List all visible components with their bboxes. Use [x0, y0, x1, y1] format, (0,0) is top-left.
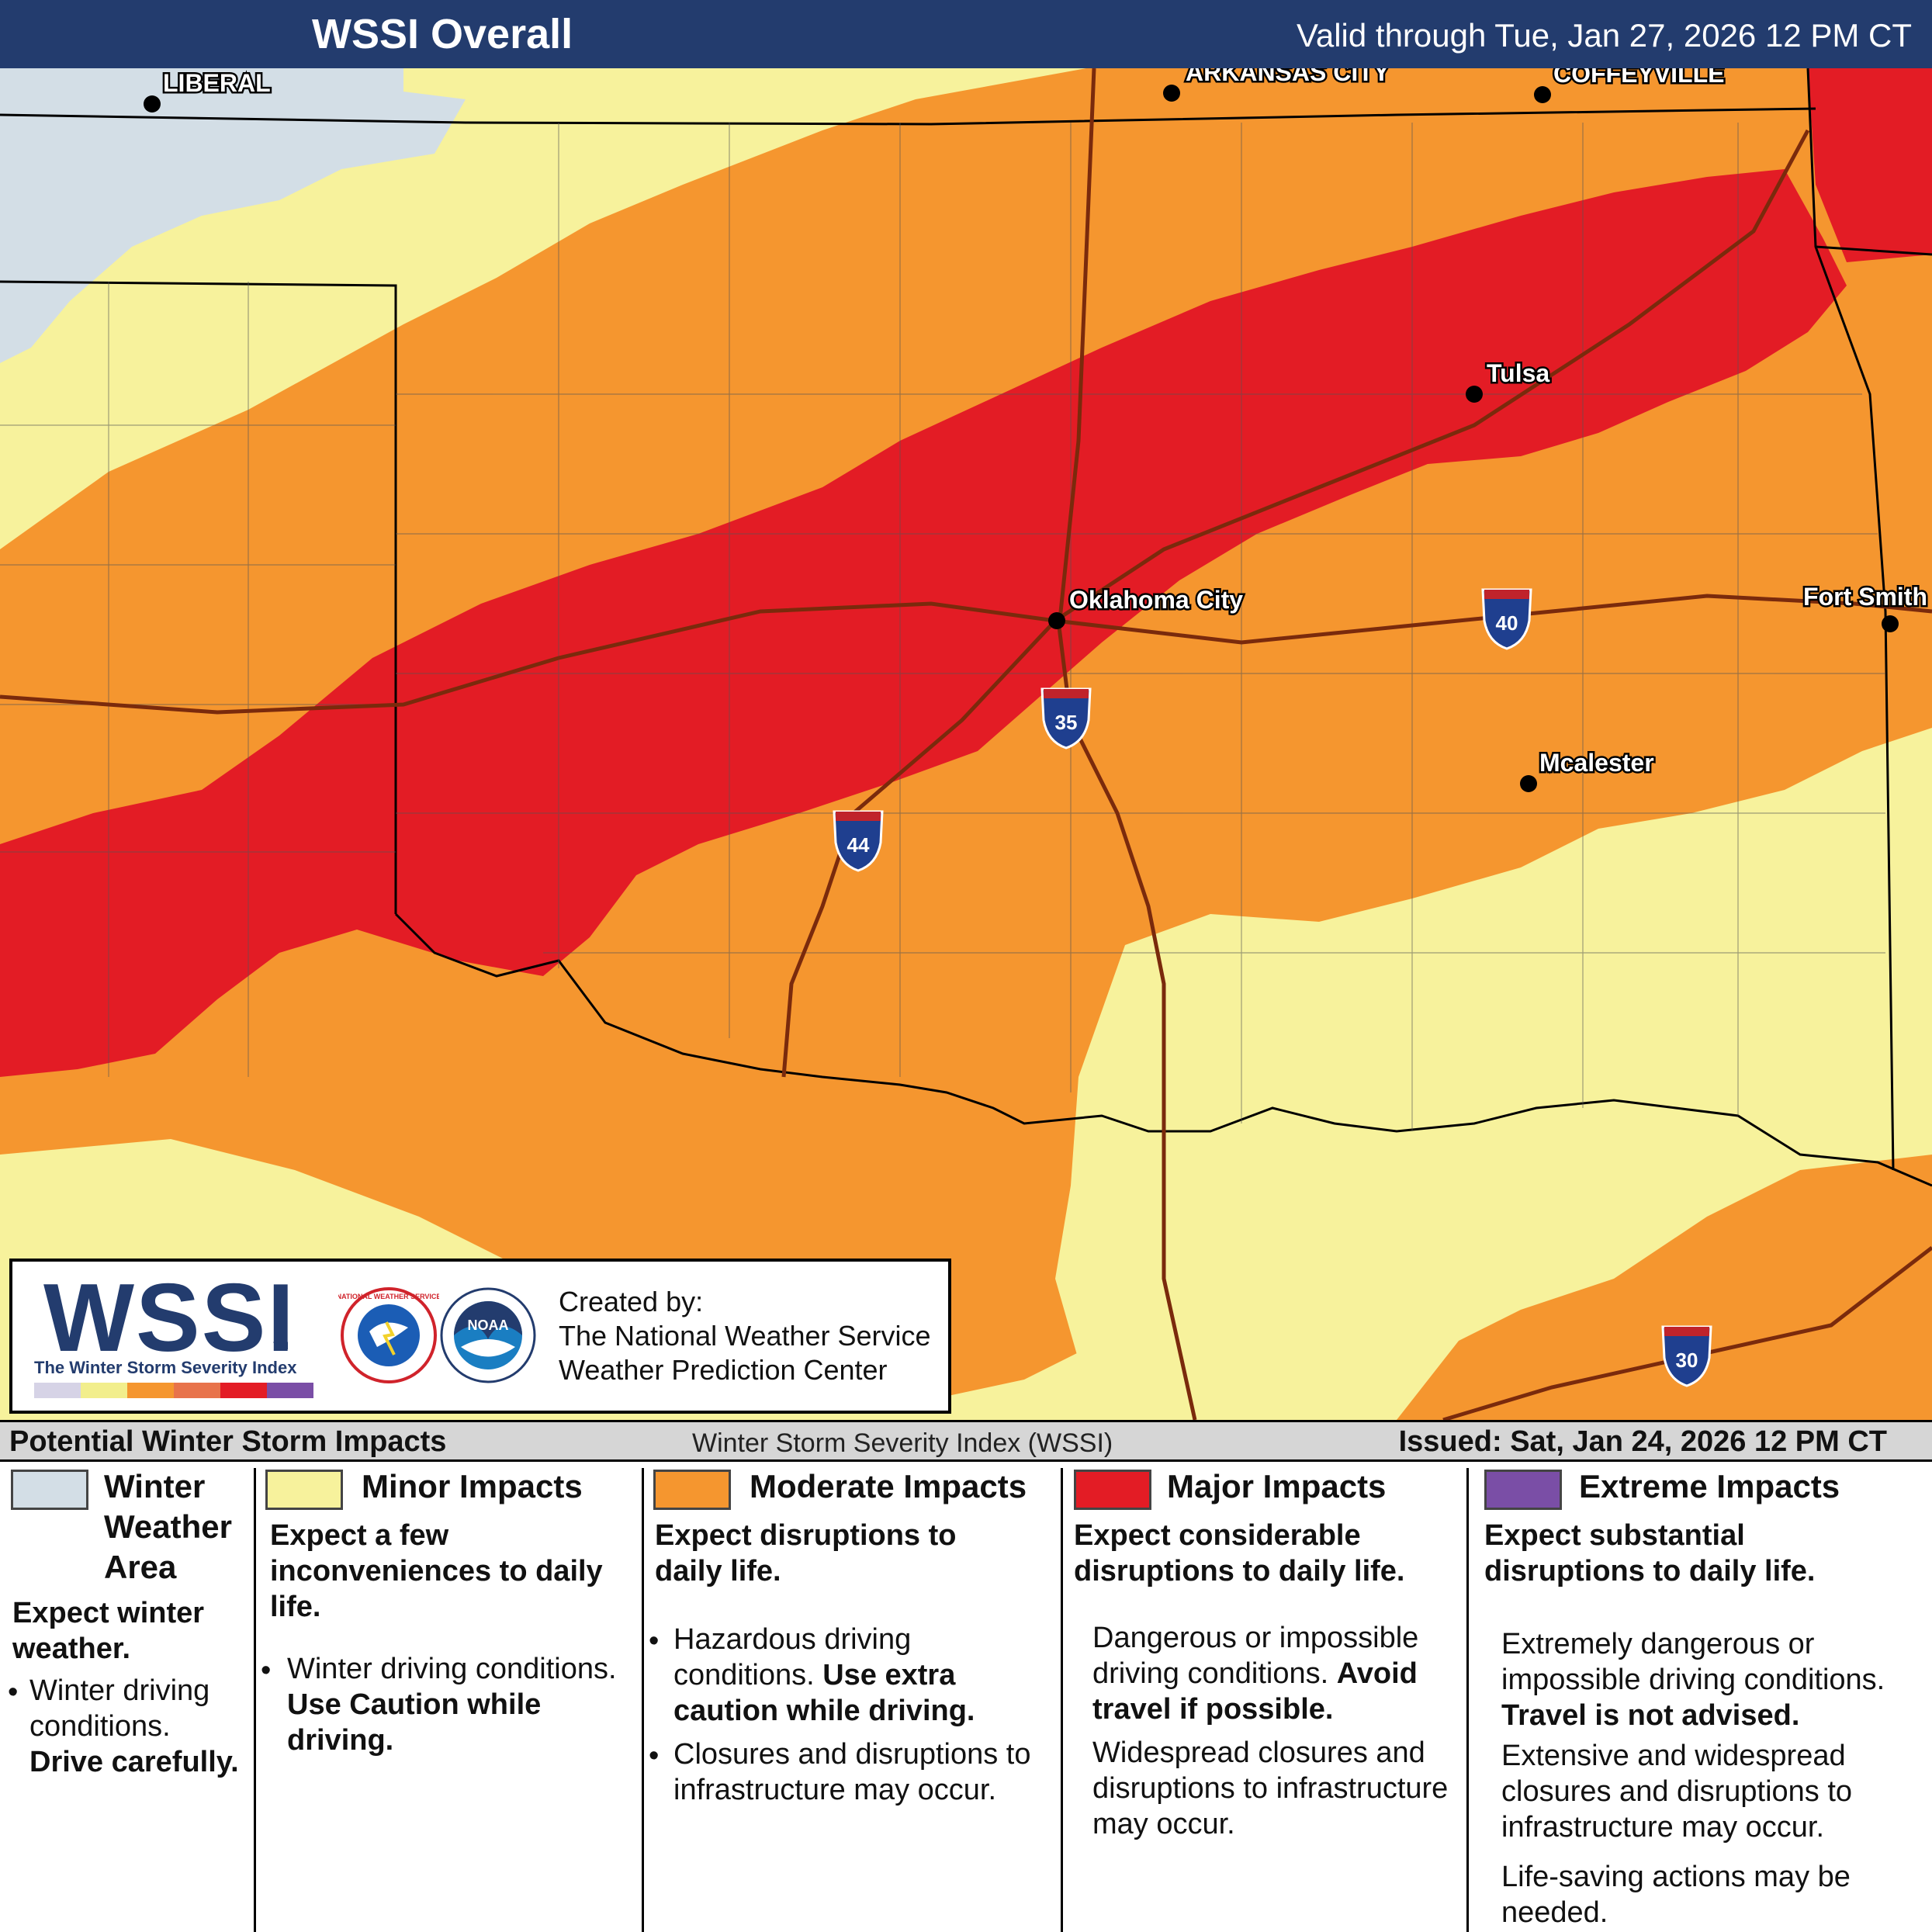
city-arkansas-city: ARKANSAS CITY [1163, 68, 1392, 102]
credit-text: Created by: The National Weather Service… [559, 1285, 931, 1387]
winter-bullet-1: Winter driving conditions. Drive carefull… [29, 1674, 239, 1778]
legend-divider [1466, 1468, 1469, 1932]
city-liberal-label: LIBERAL [163, 69, 271, 97]
title-bar: WSSI Overall Valid through Tue, Jan 27, … [0, 0, 1932, 68]
shield-i35: 35 [1040, 687, 1092, 750]
major-para-2: Widespread closures and disruptions to i… [1092, 1736, 1449, 1840]
city-mcalester-label: Mcalester [1539, 749, 1654, 777]
shield-i35-number: 35 [1055, 711, 1078, 734]
shield-i30-number: 30 [1676, 1349, 1698, 1372]
shield-i40-number: 40 [1496, 611, 1518, 635]
logo-box: WSSI TM The Winter Storm Severity Index … [9, 1259, 951, 1414]
shield-i30: 30 [1661, 1325, 1712, 1387]
winter-title-3: Area [104, 1549, 177, 1585]
county-lines [0, 123, 1885, 1131]
moderate-area-se [1397, 1155, 1932, 1420]
minor-bullet-1: Winter driving conditions. Use Caution w… [287, 1653, 617, 1757]
wssi-tm: TM [273, 1339, 289, 1352]
legend-divider [254, 1468, 256, 1932]
moderate-title: Moderate Impacts [750, 1468, 1027, 1504]
noaa-logo: NOAA [440, 1287, 536, 1383]
moderate-bullet-2: Closures and disruptions to infrastructu… [673, 1738, 1031, 1806]
issued-time: Issued: Sat, Jan 24, 2026 12 PM CT [1398, 1425, 1887, 1458]
city-okc: Oklahoma City [1048, 584, 1245, 629]
city-coffeyville-label: COFFEYVILLE [1553, 68, 1724, 88]
noaa-text: NOAA [468, 1317, 509, 1333]
moderate-head: Expect disruptions to daily life. [655, 1519, 957, 1587]
moderate-bullet-1: Hazardous driving conditions. Use extra … [673, 1623, 975, 1727]
city-okc-label: Oklahoma City [1069, 586, 1243, 614]
impact-map: 35 40 44 30 LIBERAL ARKANSAS CITY COFFEY… [0, 68, 1932, 1420]
city-coffeyville: COFFEYVILLE [1534, 68, 1726, 103]
wssi-subtitle: The Winter Storm Severity Index [34, 1358, 297, 1377]
legend-extreme: Extreme Impacts Expect substantial disru… [1469, 1468, 1932, 1932]
legend-divider [1061, 1468, 1063, 1932]
winter-title-1: Winter [104, 1468, 206, 1504]
major-para-1: Dangerous or impossible driving conditio… [1092, 1622, 1419, 1726]
city-tulsa-label: Tulsa [1487, 359, 1549, 387]
city-mcalester: Mcalester [1520, 747, 1656, 792]
extreme-para-3: Life-saving actions may be needed. [1501, 1861, 1851, 1929]
wssi-color-strip [34, 1383, 313, 1398]
nws-ring-text: NATIONAL WEATHER SERVICE [338, 1293, 439, 1300]
swatch-extreme [1484, 1470, 1562, 1510]
winter-title-2: Weather [104, 1508, 232, 1545]
shield-i40: 40 [1481, 588, 1532, 650]
impacts-heading: Potential Winter Storm Impacts [9, 1425, 447, 1458]
city-fort-smith-label: Fort Smith [1803, 583, 1927, 611]
legend-minor: Minor Impacts Expect a few inconvenience… [256, 1468, 642, 1932]
credit-line-2: The National Weather Service [559, 1320, 931, 1352]
nws-logo: NATIONAL WEATHER SERVICE [338, 1287, 439, 1383]
wssi-heading: Winter Storm Severity Index (WSSI) [692, 1428, 1113, 1458]
winter-area [0, 68, 466, 363]
city-arkansas-city-label: ARKANSAS CITY [1186, 68, 1390, 86]
swatch-winter [11, 1470, 88, 1510]
shield-i44-number: 44 [847, 833, 870, 857]
extreme-para-2: Extensive and widespread closures and di… [1501, 1740, 1853, 1844]
extreme-head: Expect substantial disruptions to daily … [1484, 1519, 1816, 1587]
minor-head: Expect a few inconveniences to daily lif… [270, 1519, 603, 1623]
major-area [0, 169, 1847, 1077]
impact-legend: Winter Weather Area Expect winter weathe… [0, 1462, 1932, 1932]
major-area-ne [1808, 68, 1932, 262]
swatch-major [1074, 1470, 1151, 1510]
credit-line-1: Created by: [559, 1286, 704, 1317]
city-fort-smith: Fort Smith [1802, 581, 1930, 632]
wssi-logo-text: WSSI [43, 1265, 296, 1372]
minor-title: Minor Impacts [362, 1468, 583, 1504]
city-liberal: LIBERAL [144, 68, 272, 113]
major-head: Expect considerable disruptions to daily… [1074, 1519, 1405, 1587]
legend-winter: Winter Weather Area Expect winter weathe… [0, 1468, 254, 1932]
credit-line-3: Weather Prediction Center [559, 1354, 888, 1386]
swatch-minor [265, 1470, 343, 1510]
legend-moderate: Moderate Impacts Expect disruptions to d… [644, 1468, 1061, 1932]
city-tulsa: Tulsa [1466, 358, 1552, 403]
major-title: Major Impacts [1167, 1468, 1387, 1504]
legend-major: Major Impacts Expect considerable disrup… [1063, 1468, 1466, 1932]
swatch-moderate [653, 1470, 731, 1510]
legend-divider [642, 1468, 644, 1932]
map-title: WSSI Overall [312, 11, 573, 57]
winter-head: Expect winter weather. [12, 1597, 205, 1665]
extreme-para-1: Extremely dangerous or impossible drivin… [1501, 1628, 1885, 1732]
valid-time: Valid through Tue, Jan 27, 2026 12 PM CT [1296, 17, 1912, 54]
shield-i44: 44 [833, 810, 884, 872]
legend-header-strip: Potential Winter Storm Impacts Winter St… [0, 1420, 1932, 1462]
extreme-title: Extreme Impacts [1579, 1468, 1840, 1504]
